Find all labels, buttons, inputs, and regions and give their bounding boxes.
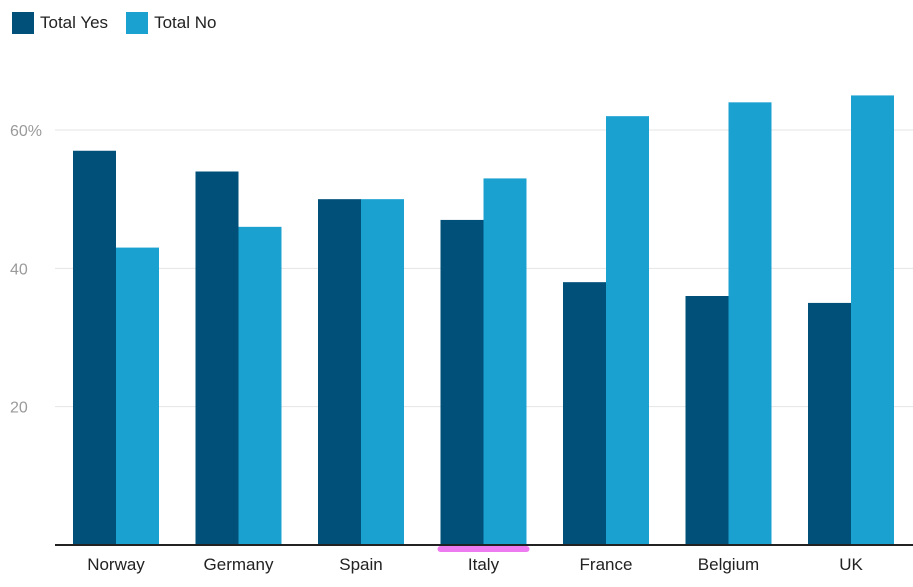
legend-swatch-yes — [12, 12, 34, 34]
bar-yes-italy[interactable] — [440, 219, 484, 545]
bars — [73, 95, 894, 546]
bar-yes-spain[interactable] — [318, 199, 361, 545]
bar-no-france[interactable] — [606, 116, 649, 546]
bar-no-italy[interactable] — [483, 178, 527, 545]
legend-swatch-no — [126, 12, 149, 34]
bar-no-uk[interactable] — [851, 95, 894, 546]
y-tick-label-60: 60% — [10, 123, 42, 140]
legend-item-no[interactable]: Total No — [126, 12, 216, 34]
legend-label-yes: Total Yes — [40, 13, 109, 32]
bar-no-spain[interactable] — [361, 199, 404, 545]
x-tick-label-germany: Germany — [204, 555, 274, 574]
bar-yes-norway[interactable] — [73, 150, 116, 545]
x-tick-label-norway: Norway — [87, 555, 145, 574]
bar-yes-belgium[interactable] — [685, 296, 729, 545]
bar-yes-france[interactable] — [563, 282, 606, 545]
highlight-marker-italy — [437, 546, 530, 552]
bar-yes-uk[interactable] — [808, 302, 851, 545]
axis-labels: 20 40 60% Norway Germany Spain Italy France Belg… — [10, 123, 863, 574]
bar-yes-germany[interactable] — [195, 171, 239, 546]
x-axis — [55, 544, 913, 552]
x-tick-label-france: France — [580, 555, 633, 574]
legend-label-no: Total No — [154, 13, 217, 32]
y-tick-label-40: 40 — [10, 261, 28, 278]
x-tick-label-belgium: Belgium — [698, 555, 759, 574]
x-tick-label-uk: UK — [839, 555, 863, 574]
legend-item-yes[interactable]: Total Yes — [12, 12, 108, 34]
bar-no-germany[interactable] — [238, 226, 282, 546]
y-tick-label-20: 20 — [10, 400, 28, 417]
bar-no-belgium[interactable] — [728, 102, 772, 545]
bar-no-norway[interactable] — [116, 247, 159, 546]
x-tick-label-spain: Spain — [339, 555, 382, 574]
x-tick-label-italy: Italy — [468, 555, 500, 574]
chart-legend: Total Yes Total No — [12, 10, 216, 36]
